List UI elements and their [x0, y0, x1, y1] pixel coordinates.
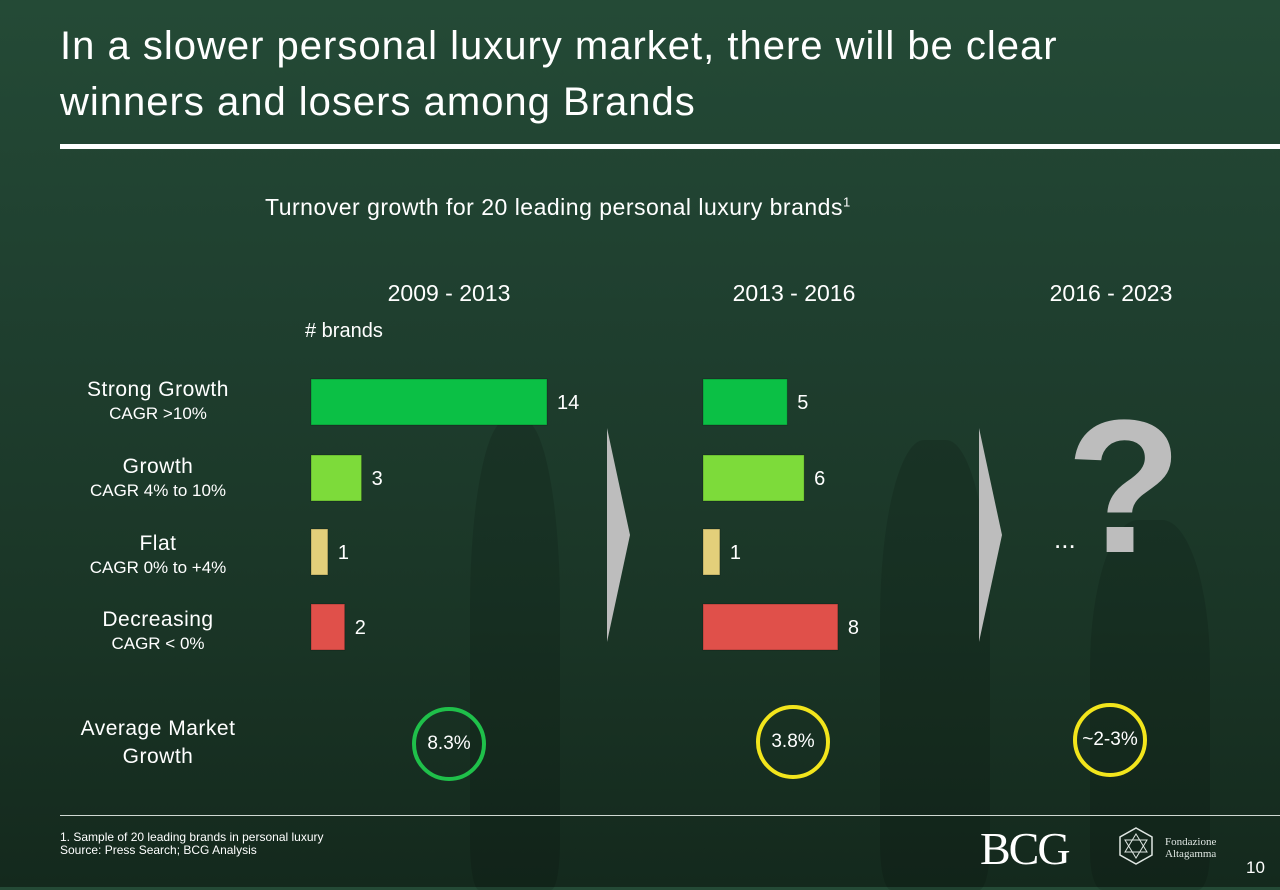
average-label-line-1: Average Market: [80, 717, 236, 740]
category-label: Decreasing: [102, 608, 214, 631]
category-label: Flat: [139, 532, 177, 555]
source-line: Source: Press Search; BCG Analysis: [60, 843, 257, 857]
altagamma-logo-line-2: Altagamma: [1165, 848, 1217, 860]
category-cagr: CAGR 0% to +4%: [89, 558, 227, 577]
arrow-chevron-1: [607, 428, 630, 642]
category-strong-growth: Strong Growth CAGR >10%: [58, 378, 258, 424]
bar-value-label: 1: [338, 542, 349, 564]
altagamma-logo-text: Fondazione Altagamma: [1165, 836, 1216, 860]
arrow-chevron-2: [979, 428, 1002, 642]
footnote: 1. Sample of 20 leading brands in person…: [60, 831, 324, 857]
footnote-line-1: 1. Sample of 20 leading brands in person…: [60, 830, 324, 844]
ellipsis-text: ...: [1054, 524, 1076, 554]
average-label-line-2: Growth: [122, 745, 194, 768]
altagamma-logo-line-1: Fondazione: [1165, 836, 1217, 848]
category-flat: Flat CAGR 0% to +4%: [58, 532, 258, 578]
bar-1-growth: [310, 454, 363, 502]
footer-divider: [60, 815, 1280, 816]
background-figure: [470, 420, 560, 890]
page-number: 10: [1246, 858, 1265, 877]
chart-subtitle: Turnover growth for 20 leading personal …: [265, 194, 851, 221]
period-header-1: 2009 - 2013: [387, 280, 511, 306]
average-growth-circle-1: 8.3%: [412, 707, 486, 781]
average-growth-circle-3: ~2-3%: [1073, 703, 1147, 777]
altagamma-logo-icon: [1119, 827, 1153, 865]
bar-1-decreasing: [310, 603, 346, 651]
category-label: Growth: [122, 455, 194, 478]
average-growth-circle-2: 3.8%: [756, 705, 830, 779]
footnote-marker: 1: [842, 194, 851, 210]
bcg-logo: BCG: [980, 823, 1071, 874]
bar-2-decreasing: [702, 603, 839, 651]
bar-value-label: 1: [730, 542, 741, 564]
category-decreasing: Decreasing CAGR < 0%: [58, 608, 258, 654]
bar-value-label: 14: [557, 392, 579, 414]
bar-value-label: 5: [797, 392, 808, 414]
average-market-growth-label: Average Market Growth: [58, 715, 258, 771]
chart-subtitle-text: Turnover growth for 20 leading personal …: [265, 194, 843, 220]
bar-value-label: 6: [814, 468, 825, 490]
question-mark-icon: ?: [1066, 381, 1183, 593]
bar-1-strong-growth: [310, 378, 548, 426]
bar-1-flat: [310, 528, 329, 576]
unit-label: # brands: [305, 320, 383, 342]
page-title: In a slower personal luxury market, ther…: [60, 24, 1058, 124]
title-divider: [60, 144, 1280, 149]
period-header-2: 2013 - 2016: [732, 280, 856, 306]
category-cagr: CAGR < 0%: [111, 634, 205, 653]
bar-value-label: 2: [355, 617, 366, 639]
bar-value-label: 3: [372, 468, 383, 490]
bar-2-flat: [702, 528, 721, 576]
bar-2-strong-growth: [702, 378, 788, 426]
category-cagr: CAGR 4% to 10%: [89, 481, 227, 500]
bar-2-growth: [702, 454, 805, 502]
category-label: Strong Growth: [87, 378, 229, 401]
category-growth: Growth CAGR 4% to 10%: [58, 455, 258, 501]
bar-value-label: 8: [848, 617, 859, 639]
category-cagr: CAGR >10%: [109, 404, 207, 423]
period-header-3: 2016 - 2023: [1049, 280, 1173, 306]
